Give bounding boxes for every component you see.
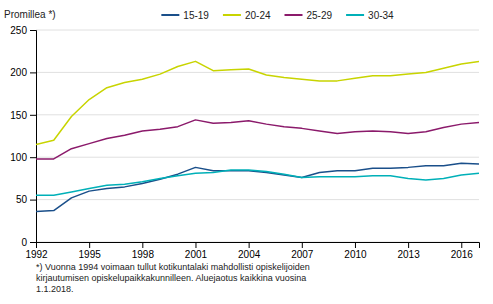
- tick: 50: [16, 194, 36, 205]
- y-axis: 0 50 100 150 200 250: [10, 25, 36, 248]
- line: [36, 170, 479, 195]
- tick-mark: [30, 72, 36, 73]
- tick-mark: [142, 242, 143, 248]
- axis-title: Promillea *): [4, 9, 56, 20]
- legend-label: 25-29: [307, 10, 333, 21]
- tick-label: 200: [10, 67, 27, 78]
- tick-label: 2010: [344, 249, 367, 260]
- tick-mark: [461, 242, 462, 248]
- tick-mark: [195, 242, 196, 248]
- grid: [36, 30, 479, 242]
- legend-item: 15-19: [161, 10, 209, 21]
- legend-item: 30-34: [346, 10, 394, 21]
- legend-item: 20-24: [223, 10, 271, 21]
- legend-swatch: [346, 14, 364, 16]
- axis-line: [37, 243, 480, 249]
- tick-mark: [30, 200, 36, 201]
- line: [36, 61, 479, 144]
- legend-item: 25-29: [285, 10, 333, 21]
- tick-mark: [30, 115, 36, 116]
- tick-label: 50: [16, 194, 28, 205]
- plot-area: [36, 61, 479, 211]
- tick: 0: [21, 237, 36, 248]
- tick-label: 100: [10, 152, 27, 163]
- tick: 250: [10, 25, 36, 36]
- tick-mark: [30, 30, 36, 31]
- footnote: *) Vuonna 1994 voimaan tullut kotikuntal…: [36, 262, 310, 294]
- tick-label: 1992: [25, 249, 48, 260]
- tick: 100: [10, 152, 36, 163]
- line: [36, 163, 479, 211]
- tick-label: 2016: [451, 249, 474, 260]
- tick: 2013: [397, 242, 420, 260]
- chart: 1992 1995 1998 2001 2004 2007 2010 2013 2016 0 50 1…: [0, 0, 493, 304]
- legend-swatch: [285, 14, 303, 16]
- grid-line: [36, 157, 479, 158]
- tick-label: 1998: [132, 249, 155, 260]
- legend-label: 15-19: [183, 10, 209, 21]
- legend-swatch: [161, 14, 179, 16]
- tick: 2010: [344, 242, 367, 260]
- tick-mark: [408, 242, 409, 248]
- tick-label: 250: [10, 25, 27, 36]
- tick: 2004: [238, 242, 261, 260]
- tick: 2007: [291, 242, 314, 260]
- legend-swatch: [223, 14, 241, 16]
- tick-label: 150: [10, 110, 27, 121]
- tick-label: 2013: [397, 249, 420, 260]
- legend: 15-19 20-24 25-29 30-34: [161, 10, 394, 21]
- tick: 2001: [185, 242, 208, 260]
- tick: 150: [10, 110, 36, 121]
- footnote-line: *) Vuonna 1994 voimaan tullut kotikuntal…: [36, 262, 310, 272]
- legend-label: 20-24: [245, 10, 271, 21]
- tick: 1995: [79, 242, 102, 260]
- grid-line: [36, 199, 479, 200]
- footnote-line: 1.1.2018.: [36, 284, 74, 294]
- grid-line: [36, 114, 479, 115]
- tick-mark: [302, 242, 303, 248]
- tick: 2016: [451, 242, 474, 260]
- line: [36, 120, 479, 159]
- axis-line: [30, 31, 37, 243]
- tick-label: 1995: [79, 249, 102, 260]
- tick: 1998: [132, 242, 155, 260]
- tick-label: 2004: [238, 249, 261, 260]
- tick: 200: [10, 67, 36, 78]
- x-axis: 1992 1995 1998 2001 2004 2007 2010 2013 2016: [25, 242, 479, 260]
- footnote-line: kirjautumisen opiskelupaikkakunnilleen. …: [36, 273, 306, 283]
- tick-mark: [249, 242, 250, 248]
- tick-mark: [30, 242, 36, 243]
- tick: 1992: [25, 242, 48, 260]
- grid-line: [36, 30, 479, 31]
- tick-label: 2001: [185, 249, 208, 260]
- tick-label: 2007: [291, 249, 314, 260]
- tick-mark: [355, 242, 356, 248]
- legend-label: 30-34: [368, 10, 394, 21]
- tick-label: 0: [21, 237, 27, 248]
- tick-mark: [30, 157, 36, 158]
- tick-mark: [89, 242, 90, 248]
